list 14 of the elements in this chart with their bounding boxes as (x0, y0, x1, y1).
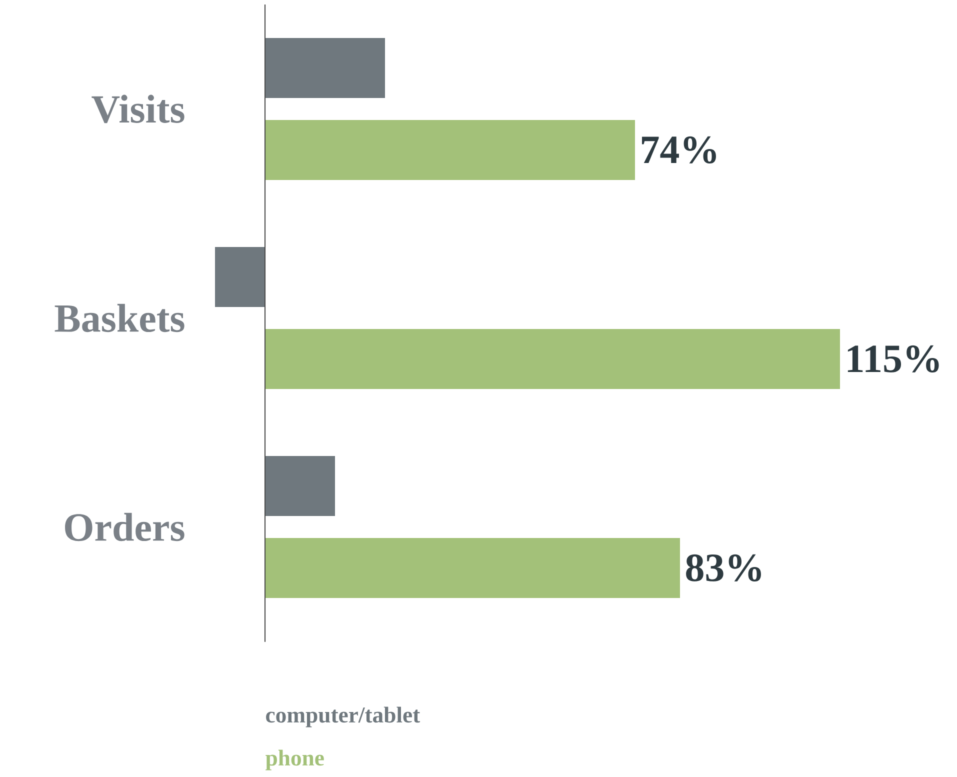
bar (265, 328, 840, 389)
bar (265, 538, 680, 598)
bar (265, 456, 336, 516)
bar (265, 38, 385, 98)
data-label: 83% (686, 554, 761, 582)
bar (265, 120, 635, 180)
y-tick-label: Visits (92, 94, 184, 124)
bar (215, 247, 266, 308)
y-tick-label: Baskets (54, 304, 184, 332)
text: computer/tablet (266, 706, 420, 728)
y-tick-label: Orders (65, 512, 184, 542)
data-label: 74% (642, 136, 716, 164)
text: phone (266, 750, 324, 770)
data-label: 115% (848, 345, 939, 373)
